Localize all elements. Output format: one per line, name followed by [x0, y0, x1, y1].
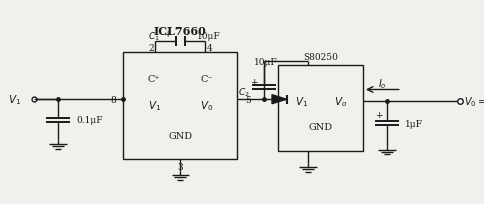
Polygon shape	[272, 95, 287, 104]
Text: S80250: S80250	[303, 53, 338, 62]
Text: $V_0 = -5$V $\pm$5%: $V_0 = -5$V $\pm$5%	[461, 94, 484, 108]
Text: 3: 3	[178, 162, 183, 171]
Text: 8: 8	[110, 95, 116, 104]
Text: $I_o$: $I_o$	[378, 77, 387, 91]
Text: 10μF: 10μF	[254, 58, 278, 67]
Text: $V_1$: $V_1$	[295, 94, 309, 108]
Text: $C_1$: $C_1$	[148, 31, 160, 43]
Text: 4: 4	[206, 43, 212, 52]
Text: 0.1μF: 0.1μF	[76, 116, 103, 125]
Text: 10μF: 10μF	[197, 32, 220, 41]
Text: 1μF: 1μF	[405, 119, 423, 128]
Bar	[123, 53, 237, 159]
Text: $C_2$: $C_2$	[238, 86, 249, 98]
Text: $V_1$: $V_1$	[148, 99, 161, 113]
Text: $V_1$: $V_1$	[8, 93, 21, 106]
Text: $V_o$: $V_o$	[333, 94, 347, 108]
Text: +: +	[375, 110, 382, 119]
Text: $V_0$: $V_0$	[200, 99, 213, 113]
Text: 5: 5	[245, 95, 251, 104]
Text: 2: 2	[149, 43, 154, 52]
Text: C⁻: C⁻	[200, 75, 212, 84]
Text: +: +	[164, 30, 172, 39]
Text: ICL7660: ICL7660	[154, 26, 207, 37]
Text: GND: GND	[309, 122, 333, 131]
Bar	[278, 65, 363, 151]
Text: GND: GND	[168, 131, 192, 140]
Text: C⁺: C⁺	[148, 75, 160, 84]
Text: +: +	[250, 77, 258, 86]
